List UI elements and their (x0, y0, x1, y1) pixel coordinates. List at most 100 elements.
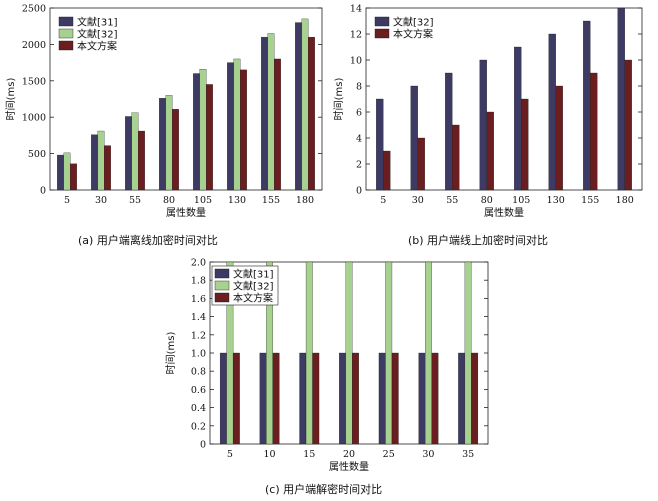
bar-c-s0-15 (299, 352, 307, 445)
bar-a-s1-30 (97, 130, 105, 191)
x-tick-label: 130 (547, 195, 565, 206)
legend-label: 本文方案 (393, 28, 433, 41)
x-tick-label: 155 (581, 195, 599, 206)
x-tick-label: 30 (412, 195, 424, 206)
y-tick-label: 10 (350, 56, 362, 67)
y-axis-label: 时间(ms) (164, 332, 177, 375)
bar-c-s1-15 (305, 261, 313, 445)
bar-b-s0-55 (445, 72, 453, 191)
bar-b-s0-80 (479, 59, 487, 191)
x-tick-label: 35 (462, 449, 474, 460)
bar-a-s2-180 (308, 36, 315, 191)
bar-b-s1-55 (452, 124, 460, 191)
bar-a-s2-5 (70, 163, 77, 191)
legend-label: 文献[32] (233, 280, 274, 293)
bar-a-s1-130 (233, 58, 241, 191)
bar-b-s1-5 (383, 150, 391, 191)
bar-b-s1-155 (590, 72, 598, 191)
bar-b-s0-155 (583, 20, 591, 191)
x-tick-label: 105 (512, 195, 530, 206)
y-tick-label: 0.8 (191, 367, 206, 378)
chart-panel-a: 0 500 1000 1500 2000 2500 5 30 55 80 105 130 155 180 属… (0, 0, 330, 250)
x-axis-label: 属性数量 (166, 206, 206, 219)
legend-label: 本文方案 (233, 292, 273, 305)
bar-c-s2-10 (272, 352, 280, 445)
bar-b-s1-105 (521, 98, 529, 191)
x-tick-label: 80 (163, 195, 175, 206)
legend-swatch (374, 16, 390, 27)
legend-label: 文献[31] (233, 268, 274, 281)
bar-a-s0-130 (227, 62, 234, 191)
x-tick-label: 105 (194, 195, 212, 206)
bar-a-s0-5 (57, 154, 64, 191)
bar-b-s0-105 (514, 46, 522, 191)
y-axis-label: 时间(ms) (4, 78, 17, 121)
bar-a-s2-30 (104, 145, 111, 191)
bar-a-s0-105 (193, 73, 200, 191)
bar-a-s0-30 (91, 134, 98, 191)
bar-c-s2-35 (471, 352, 479, 445)
legend-label: 文献[32] (77, 28, 118, 41)
x-tick-label: 5 (227, 449, 233, 460)
x-axis-label: 属性数量 (484, 206, 524, 219)
y-tick-label: 2 (356, 160, 362, 171)
x-tick-label: 15 (303, 449, 315, 460)
x-tick-label: 55 (446, 195, 458, 206)
x-axis-label: 属性数量 (329, 460, 369, 473)
y-tick-label: 1.2 (191, 330, 206, 341)
chart-b-caption: (b) 用户端线上加密时间对比 (408, 234, 549, 247)
bar-c-s0-20 (339, 352, 346, 445)
legend-label: 文献[32] (393, 16, 434, 29)
y-tick-label: 2000 (22, 40, 46, 51)
legend-swatch (374, 28, 390, 39)
bar-c-s0-25 (378, 352, 386, 445)
y-tick-label: 1000 (22, 113, 46, 124)
y-tick-label: 1500 (22, 76, 46, 87)
bar-c-s0-10 (259, 352, 267, 445)
y-tick-label: 500 (28, 149, 46, 160)
y-tick-label: 2500 (22, 4, 46, 15)
bar-b-s1-30 (417, 137, 425, 191)
y-tick-label: 14 (350, 4, 362, 15)
y-tick-label: 0.4 (191, 403, 206, 414)
bar-c-s1-20 (345, 261, 353, 445)
y-tick-label: 1.6 (191, 294, 206, 305)
bar-a-s1-55 (131, 112, 139, 191)
bar-c-s2-20 (352, 352, 359, 445)
bar-a-s1-80 (165, 95, 173, 191)
bar-a-s1-155 (267, 33, 275, 191)
bar-c-s0-5 (219, 352, 227, 445)
y-tick-label: 12 (350, 30, 362, 41)
x-tick-label: 30 (422, 449, 434, 460)
y-tick-label: 0 (40, 186, 46, 197)
x-tick-label: 180 (616, 195, 634, 206)
bar-a-s2-155 (274, 58, 281, 191)
y-axis-label: 时间(ms) (332, 78, 345, 121)
bar-c-s2-5 (232, 352, 240, 445)
x-tick-label: 10 (264, 449, 276, 460)
chart-panel-c: 0 0.2 0.4 0.6 0.8 1.0 1.2 1.4 1.6 1.8 2.0 5 10 15 20 25… (160, 255, 500, 501)
y-tick-label: 0 (356, 186, 362, 197)
legend-swatch (58, 28, 74, 39)
y-tick-label: 2.0 (191, 258, 206, 269)
x-tick-label: 130 (228, 195, 246, 206)
y-tick-label: 0 (200, 440, 206, 451)
chart-a-svg: 0 500 1000 1500 2000 2500 5 30 55 80 105 130 155 180 属… (4, 4, 323, 219)
bar-a-s0-155 (261, 36, 268, 191)
y-tick-label: 1.4 (191, 312, 206, 323)
plot-frame (365, 7, 643, 191)
bar-a-s2-55 (138, 130, 145, 191)
bar-c-s1-25 (385, 261, 393, 445)
chart-c-svg: 0 0.2 0.4 0.6 0.8 1.0 1.2 1.4 1.6 1.8 2.0 5 10 15 20 25… (164, 258, 489, 473)
y-tick-label: 8 (356, 82, 362, 93)
legend-swatch (58, 40, 74, 51)
x-tick-label: 180 (296, 195, 314, 206)
plot-frame (49, 7, 323, 191)
bar-c-s0-30 (418, 352, 426, 445)
legend-label: 文献[31] (77, 16, 118, 29)
y-tick-label: 4 (356, 134, 362, 145)
bar-a-s0-55 (125, 116, 132, 191)
bar-a-s1-180 (301, 18, 309, 191)
legend-swatch (214, 280, 230, 291)
x-tick-label: 5 (380, 195, 386, 206)
